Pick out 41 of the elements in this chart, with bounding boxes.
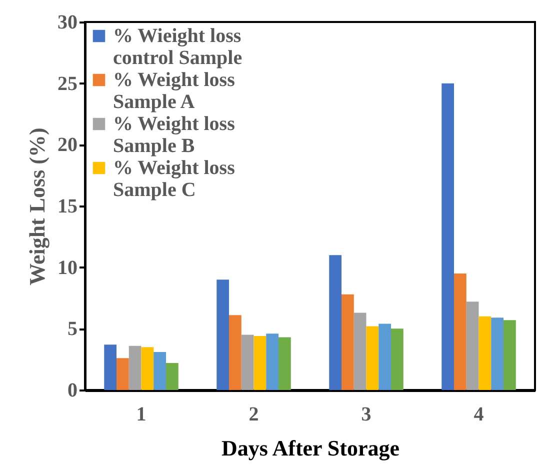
bar [354,312,366,390]
x-tick-label: 2 [248,404,259,426]
bar [378,324,391,390]
bar [154,352,166,390]
bar [254,336,266,390]
y-tick-label: 15 [58,196,78,218]
y-tick-label: 0 [68,380,78,402]
bar [116,358,129,390]
bar [442,83,454,390]
bar [342,294,354,390]
bar [104,344,116,390]
bar [391,328,404,390]
x-tick-label: 1 [136,404,146,426]
y-tick-label: 30 [58,12,78,34]
bar [166,363,178,390]
bar [478,316,492,390]
bar [366,326,379,390]
bar [241,334,254,390]
y-tick-label: 25 [58,72,78,95]
x-tick-label: 3 [361,404,372,426]
bar [229,315,242,390]
x-axis-title: Days After Storage [222,436,400,460]
bar [329,255,342,390]
legend-label: % Weight loss Sample C [113,157,236,201]
legend-label: % Weight loss Sample B [113,113,236,157]
bar [491,318,504,390]
y-axis-title: Weight Loss (%) [24,128,50,286]
bar [454,273,466,390]
bar [504,320,516,390]
bar [216,280,229,390]
x-tick-label: 4 [474,404,484,426]
y-tick-label: 20 [58,134,78,156]
bar [141,347,154,390]
bar [128,346,142,390]
y-tick-label: 10 [58,256,78,279]
bar [266,334,278,390]
legend-label: % Weight loss Sample A [113,69,236,113]
bar [278,337,291,390]
bar [466,302,479,390]
y-tick-label: 5 [68,318,78,340]
legend-label: % Wieight loss control Sample [113,25,242,69]
